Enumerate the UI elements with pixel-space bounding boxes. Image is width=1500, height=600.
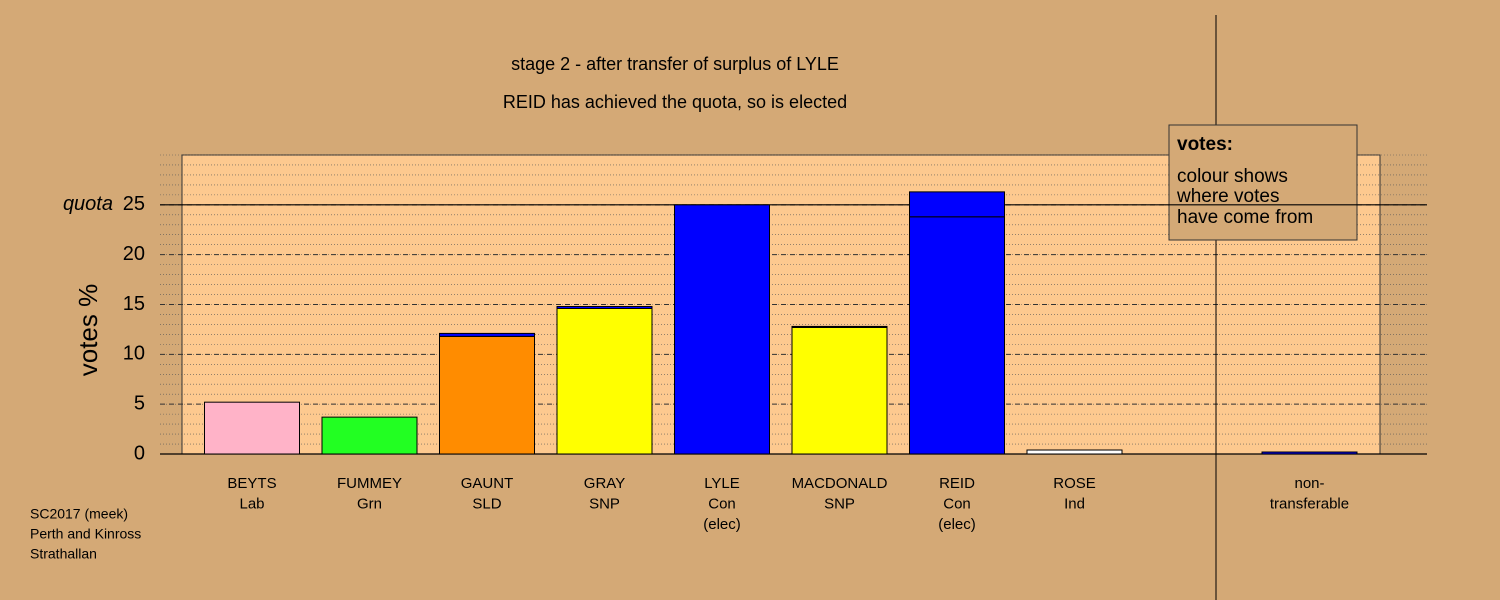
x-tick-label: FUMMEY	[337, 475, 402, 492]
bar-segment	[556, 305, 653, 309]
chart-title: stage 2 - after transfer of surplus of L…	[511, 54, 839, 74]
x-tick-label: SLD	[472, 495, 501, 512]
x-tick-label: BEYTS	[227, 475, 276, 492]
bar-segment	[1026, 449, 1123, 455]
legend-title: votes:	[1177, 134, 1233, 155]
x-tick-label: SNP	[824, 495, 855, 512]
x-tick-label: ROSE	[1053, 475, 1096, 492]
bar-segment	[909, 216, 1005, 455]
x-tick-label: MACDONALD	[792, 475, 888, 492]
legend-line: colour shows	[1177, 166, 1288, 187]
legend-line: where votes	[1176, 186, 1279, 207]
x-tick-label: Con	[943, 495, 971, 512]
footer-line: SC2017 (meek)	[30, 506, 128, 522]
x-tick-label: Grn	[357, 495, 382, 512]
bar-segment	[674, 204, 770, 455]
bar-segment	[556, 307, 653, 455]
bar-segment	[439, 332, 535, 337]
x-tick-label: (elec)	[703, 516, 741, 533]
y-tick-label: 5	[134, 392, 145, 414]
x-tick-label: Ind	[1064, 495, 1085, 512]
y-tick-label: 20	[123, 243, 145, 265]
chart-subtitle: REID has achieved the quota, so is elect…	[503, 92, 847, 112]
x-tick-label: REID	[939, 475, 975, 492]
y-tick-label: 15	[123, 293, 145, 315]
x-tick-label: (elec)	[938, 516, 976, 533]
x-tick-label: Lab	[239, 495, 264, 512]
bar-segment	[1261, 451, 1358, 455]
y-tick-label: 0	[134, 442, 145, 464]
y-tick-label: 10	[123, 343, 145, 365]
bar-segment	[321, 416, 418, 455]
legend-box	[1168, 124, 1358, 241]
x-tick-label: transferable	[1270, 495, 1349, 512]
x-tick-label: LYLE	[704, 475, 740, 492]
bar-segment	[791, 325, 888, 328]
bar-segment	[909, 191, 1005, 218]
x-tick-label: GRAY	[584, 475, 625, 492]
x-tick-label: GAUNT	[461, 475, 514, 492]
y-tick-label: 25	[123, 193, 145, 215]
bar-segment	[439, 335, 535, 455]
bar-segment	[791, 326, 888, 455]
x-tick-label: Con	[708, 495, 736, 512]
x-tick-label: non-	[1294, 475, 1324, 492]
bar-segment	[204, 401, 300, 455]
legend-line: have come from	[1177, 207, 1313, 228]
quota-label: quota	[63, 193, 113, 215]
footer-line: Strathallan	[30, 546, 97, 562]
footer-line: Perth and Kinross	[30, 526, 141, 542]
x-tick-label: SNP	[589, 495, 620, 512]
y-axis-label: votes %	[73, 284, 103, 377]
